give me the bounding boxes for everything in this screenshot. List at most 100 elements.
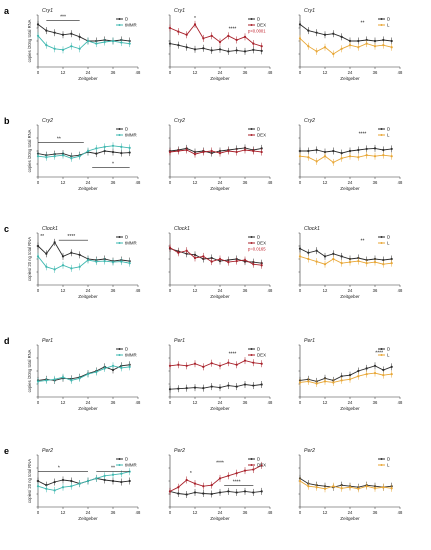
data-point-tMMR xyxy=(36,155,40,158)
data-point-DEX xyxy=(235,150,238,154)
series-line-D xyxy=(299,24,392,42)
legend-label-DEX: DEX xyxy=(257,463,266,468)
significance-marker: **** xyxy=(216,460,224,466)
data-point-L xyxy=(332,52,335,56)
data-point-DEX xyxy=(193,256,197,260)
data-point-L xyxy=(323,487,327,490)
data-point-DEX xyxy=(202,365,205,368)
significance-marker: ** xyxy=(361,238,365,244)
data-point-D xyxy=(340,151,343,155)
x-tick-label: 0 xyxy=(169,510,172,515)
data-point-tMMR xyxy=(70,485,73,488)
data-point-L xyxy=(315,486,318,489)
data-point-D xyxy=(332,32,335,35)
legend-label-DEX: DEX xyxy=(257,23,266,28)
data-point-DEX xyxy=(235,363,238,366)
data-point-L xyxy=(307,45,310,48)
legend-marker-DEX xyxy=(250,354,253,356)
chart-title: Clock1 xyxy=(42,226,58,232)
data-point-DEX xyxy=(210,362,213,365)
legend-marker-tMMR xyxy=(118,134,121,136)
x-tick-label: 48 xyxy=(136,288,141,293)
data-point-L xyxy=(340,379,343,382)
data-point-DEX xyxy=(193,153,197,156)
data-point-tMMR xyxy=(120,145,123,148)
data-point-D xyxy=(348,149,352,153)
data-point-L xyxy=(357,487,360,490)
data-point-D xyxy=(218,48,222,51)
data-point-DEX xyxy=(227,361,230,364)
data-point-D xyxy=(235,491,238,494)
data-point-DEX xyxy=(177,149,180,153)
data-point-L xyxy=(332,381,335,384)
x-tick-label: 36 xyxy=(111,510,116,515)
x-axis-label: Zeitgeber xyxy=(340,76,360,81)
data-point-D xyxy=(53,31,56,34)
data-point-D xyxy=(70,32,73,35)
data-point-D xyxy=(78,253,81,256)
data-point-D xyxy=(357,148,360,152)
legend-label-D: D xyxy=(257,235,260,240)
x-tick-label: 48 xyxy=(136,70,141,75)
data-point-D xyxy=(298,247,302,250)
x-tick-label: 36 xyxy=(111,400,116,405)
legend-marker-D xyxy=(250,348,253,350)
data-point-L xyxy=(332,161,335,164)
significance-marker: **** xyxy=(229,27,237,33)
data-point-L xyxy=(357,156,360,159)
data-point-tMMR xyxy=(103,40,106,44)
x-tick-label: 36 xyxy=(243,70,248,75)
data-point-DEX xyxy=(243,258,247,262)
data-point-L xyxy=(357,259,360,263)
x-tick-label: 36 xyxy=(373,400,378,405)
data-point-tMMR xyxy=(45,156,48,159)
x-axis-label: Zeitgeber xyxy=(210,76,230,81)
chart-title: Per2 xyxy=(174,448,185,454)
chart-title: Cry1 xyxy=(174,8,185,14)
data-point-DEX xyxy=(193,362,197,365)
chart-title: Cry2 xyxy=(42,118,53,124)
x-tick-label: 0 xyxy=(37,70,40,75)
data-point-tMMR xyxy=(128,262,131,265)
significance-marker: **** xyxy=(359,131,367,137)
legend-marker-D xyxy=(250,18,253,20)
chart-title: Cry1 xyxy=(304,8,315,14)
data-point-D xyxy=(298,149,302,153)
data-point-L xyxy=(373,487,377,490)
data-point-D xyxy=(243,490,247,493)
x-tick-label: 12 xyxy=(323,70,328,75)
chart-title: Per2 xyxy=(304,448,315,454)
data-point-tMMR xyxy=(61,264,65,267)
x-axis-label: Zeitgeber xyxy=(210,294,230,299)
data-point-tMMR xyxy=(36,485,40,488)
data-point-D xyxy=(218,386,222,389)
data-point-D xyxy=(111,150,115,154)
x-axis-label: Zeitgeber xyxy=(340,294,360,299)
x-tick-label: 36 xyxy=(243,510,248,515)
data-point-DEX xyxy=(252,468,255,471)
x-tick-label: 24 xyxy=(218,70,223,75)
data-point-tMMR xyxy=(86,479,90,483)
x-axis-label: Zeitgeber xyxy=(78,186,98,191)
data-point-D xyxy=(103,149,106,153)
data-point-DEX xyxy=(168,490,172,493)
data-point-DEX xyxy=(193,23,197,26)
data-point-DEX xyxy=(202,150,205,154)
significance-marker: **** xyxy=(375,350,383,356)
data-point-D xyxy=(210,256,213,260)
series-line-D xyxy=(300,147,392,154)
series-line-DEX xyxy=(169,247,262,266)
x-tick-label: 48 xyxy=(268,288,273,293)
y-axis-label: copies/ 20 ng total RNA xyxy=(27,237,32,281)
chart-b-cry2-2: Cry2 0 12 24 36 48 Zeitgeber DL **** xyxy=(298,118,403,191)
x-tick-label: 0 xyxy=(37,180,40,185)
data-point-L xyxy=(390,373,393,376)
data-point-D xyxy=(227,50,230,53)
data-point-D xyxy=(390,365,393,368)
chart-e-per2-0: Per2 0 12 24 36 48 Zeitgeber copies/ 20 ng tota… xyxy=(27,448,141,521)
data-point-L xyxy=(365,154,368,157)
data-point-DEX xyxy=(260,150,263,154)
series-line-D xyxy=(299,248,392,261)
significance-marker: ** xyxy=(57,137,61,143)
